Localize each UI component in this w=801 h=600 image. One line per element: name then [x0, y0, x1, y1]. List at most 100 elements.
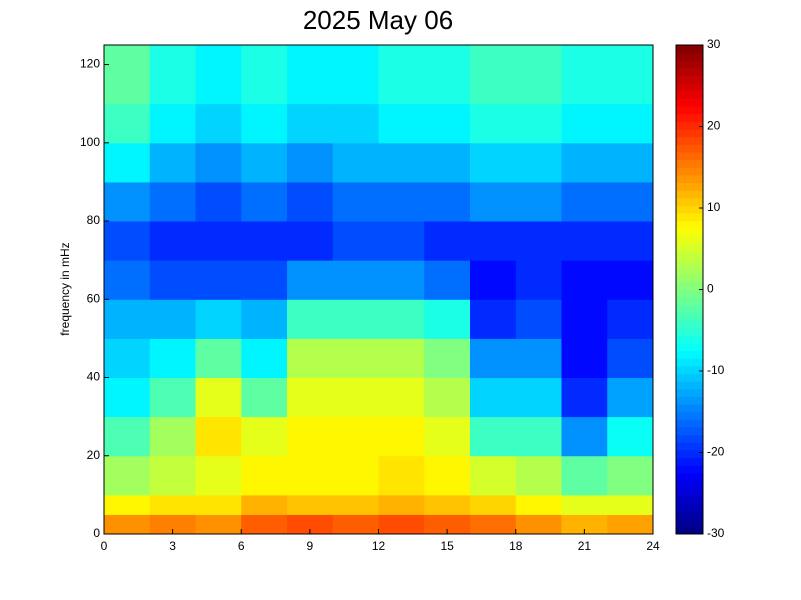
heat-cell	[287, 416, 334, 457]
colorbar-swatch	[676, 45, 703, 54]
heat-cell	[104, 514, 151, 535]
heat-cell	[332, 338, 379, 379]
heat-cell	[195, 416, 242, 457]
heat-cell	[561, 377, 608, 418]
heat-cell	[607, 260, 654, 300]
heat-cell	[241, 494, 288, 515]
colorbar-swatch	[676, 411, 703, 420]
heat-cell	[195, 299, 242, 339]
colorbar-swatch	[676, 472, 703, 482]
colorbar-tick-label: 30	[707, 37, 721, 51]
colorbar-swatch	[676, 213, 703, 222]
heat-cell	[149, 494, 196, 515]
colorbar-swatch	[676, 511, 703, 520]
colorbar-swatch	[676, 151, 703, 161]
heat-cell	[470, 221, 517, 261]
colorbar-swatch	[676, 236, 703, 245]
x-tick-label: 12	[372, 539, 386, 553]
colorbar-swatch	[676, 205, 703, 214]
heat-cell	[149, 45, 196, 105]
heat-cell	[195, 45, 242, 105]
heat-cell	[241, 514, 288, 535]
colorbar-swatch	[676, 304, 703, 313]
heat-cell	[332, 221, 379, 261]
colorbar-swatch	[676, 220, 703, 229]
colorbar-tick-label: -10	[707, 363, 725, 377]
x-tick-label: 18	[509, 539, 523, 553]
colorbar-swatch	[676, 312, 703, 321]
colorbar-swatch	[676, 488, 703, 497]
heat-cell	[195, 181, 242, 222]
colorbar-swatch	[676, 83, 703, 92]
colorbar-swatch	[676, 129, 703, 138]
heat-cell	[607, 45, 654, 105]
heat-cell	[104, 338, 151, 379]
heat-cell	[561, 455, 608, 496]
colorbar-swatch	[676, 518, 703, 527]
heat-cell	[561, 260, 608, 300]
heat-cell	[515, 299, 562, 339]
colorbar-swatch	[676, 266, 703, 275]
heat-cell	[195, 103, 242, 144]
x-tick-label: 9	[307, 539, 314, 553]
heat-cell	[378, 103, 425, 144]
heat-cell	[195, 142, 242, 183]
heat-cell	[470, 514, 517, 535]
heat-cell	[424, 142, 471, 183]
heat-cell	[287, 260, 334, 300]
heat-cell	[104, 260, 151, 300]
heat-cell	[332, 181, 379, 222]
colorbar-swatch	[676, 388, 703, 397]
heat-cell	[195, 514, 242, 535]
y-tick-label: 100	[80, 135, 100, 149]
colorbar-swatch	[676, 381, 703, 390]
heat-cell	[515, 260, 562, 300]
heat-cell	[607, 416, 654, 457]
heat-cell	[470, 377, 517, 418]
heat-cell	[607, 377, 654, 418]
y-axis-label: frequency in mHz	[58, 242, 72, 335]
y-tick-label: 40	[87, 370, 101, 384]
chart-title: 2025 May 06	[303, 5, 453, 35]
heat-cell	[287, 299, 334, 339]
heat-cell	[149, 416, 196, 457]
heat-cell	[332, 45, 379, 105]
heat-cell	[195, 260, 242, 300]
colorbar-swatch	[676, 297, 703, 306]
heat-cell	[470, 299, 517, 339]
colorbar-swatch	[676, 136, 703, 145]
heat-cell	[607, 514, 654, 535]
heat-cell	[378, 45, 425, 105]
heat-cell	[195, 221, 242, 261]
heat-cell	[195, 377, 242, 418]
heat-cell	[378, 455, 425, 496]
heat-cell	[607, 455, 654, 496]
heat-cell	[287, 103, 334, 144]
heat-cell	[515, 455, 562, 496]
heat-cell	[561, 142, 608, 183]
colorbar-swatch	[676, 289, 703, 298]
heat-cell	[470, 494, 517, 515]
heat-cell	[378, 181, 425, 222]
heat-cell	[515, 494, 562, 515]
heat-cell	[424, 299, 471, 339]
heat-cell	[470, 455, 517, 496]
colorbar-swatch	[676, 75, 703, 84]
heat-cell	[241, 142, 288, 183]
y-tick-label: 80	[87, 213, 101, 227]
heat-cell	[104, 103, 151, 144]
heat-cell	[424, 103, 471, 144]
heat-cell	[607, 494, 654, 515]
heat-cell	[424, 221, 471, 261]
colorbar-tick-label: 0	[707, 282, 714, 296]
heat-cell	[104, 455, 151, 496]
heat-cell	[378, 221, 425, 261]
heat-cell	[104, 494, 151, 515]
heat-cell	[149, 377, 196, 418]
heat-cell	[424, 45, 471, 105]
heat-cell	[195, 338, 242, 379]
heat-cell	[378, 299, 425, 339]
colorbar-swatch	[676, 106, 703, 115]
heat-cell	[561, 338, 608, 379]
heat-cell	[561, 45, 608, 105]
